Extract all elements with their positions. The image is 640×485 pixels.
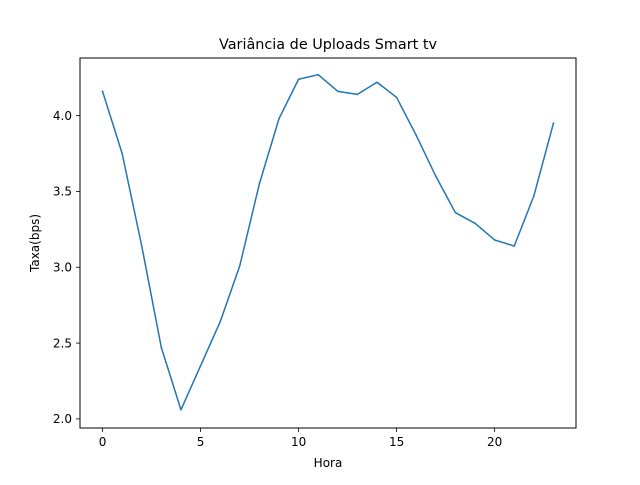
data-point — [454, 211, 457, 214]
series-line-0 — [101, 73, 555, 411]
y-tick-label: 4.0 — [53, 109, 72, 123]
x-tick-label: 5 — [197, 435, 205, 449]
data-point — [199, 365, 202, 367]
x-tick-label: 0 — [99, 435, 107, 449]
data-point — [317, 73, 320, 76]
x-tick-label: 10 — [291, 435, 306, 449]
x-tick-label: 15 — [389, 435, 404, 449]
x-axis-ticks: 0 5 10 15 20 — [99, 428, 502, 449]
data-point — [278, 117, 280, 120]
data-point — [140, 245, 143, 247]
y-tick-label: 2.0 — [53, 412, 72, 426]
data-point — [513, 245, 516, 247]
data-point — [337, 90, 339, 93]
data-point — [395, 96, 398, 99]
chart-title: Variância de Uploads Smart tv — [219, 37, 438, 53]
data-point — [160, 346, 163, 349]
data-point — [101, 90, 104, 93]
y-axis-ticks: 2.0 2.5 3.0 3.5 4.0 — [53, 109, 80, 426]
x-tick-label: 20 — [487, 435, 502, 449]
data-point — [180, 409, 182, 411]
data-point — [376, 81, 378, 84]
x-axis-label: Hora — [314, 456, 343, 470]
data-point — [238, 264, 241, 267]
y-tick-label: 3.5 — [53, 185, 72, 199]
data-point — [219, 321, 221, 323]
data-point — [258, 183, 261, 185]
y-axis-label: Taxa(bps) — [28, 214, 42, 273]
data-point — [474, 222, 476, 225]
data-point — [297, 78, 300, 81]
data-point — [435, 175, 437, 178]
data-point — [415, 134, 418, 137]
data-point — [493, 239, 496, 241]
data-point — [533, 195, 535, 197]
y-tick-label: 3.0 — [53, 261, 72, 275]
data-point — [356, 93, 359, 96]
data-point — [121, 152, 123, 155]
axes-frame — [79, 57, 577, 429]
data-point — [552, 122, 555, 124]
plot-area — [101, 73, 555, 411]
y-tick-label: 2.5 — [53, 336, 72, 350]
